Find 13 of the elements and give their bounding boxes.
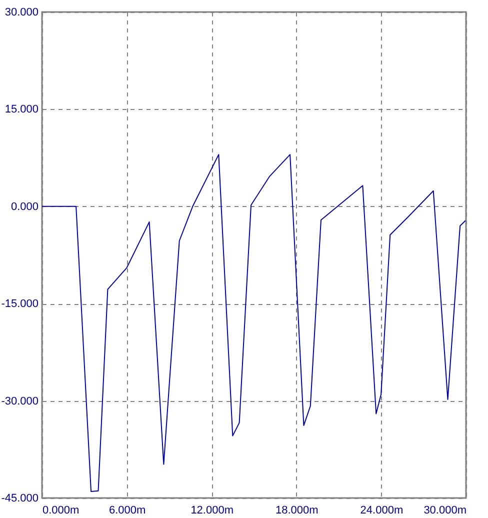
y-tick-label: -30.000	[1, 395, 38, 408]
x-tick-label: 30.000m	[424, 504, 466, 516]
x-tick-label: 0.000m	[42, 504, 80, 516]
x-tick-label: 18.000m	[275, 504, 318, 516]
y-tick-label: 0.000	[10, 200, 38, 213]
y-tick-label: -45.000	[1, 492, 38, 504]
x-tick-label: 24.000m	[360, 504, 404, 516]
y-tick-label: 30.000	[4, 6, 38, 18]
x-tick-label: 12.000m	[190, 504, 234, 516]
line-series	[42, 154, 466, 492]
y-tick-label: 15.000	[4, 104, 38, 116]
y-tick-label: -15.000	[1, 298, 38, 310]
x-tick-label: 6.000m	[108, 504, 146, 516]
